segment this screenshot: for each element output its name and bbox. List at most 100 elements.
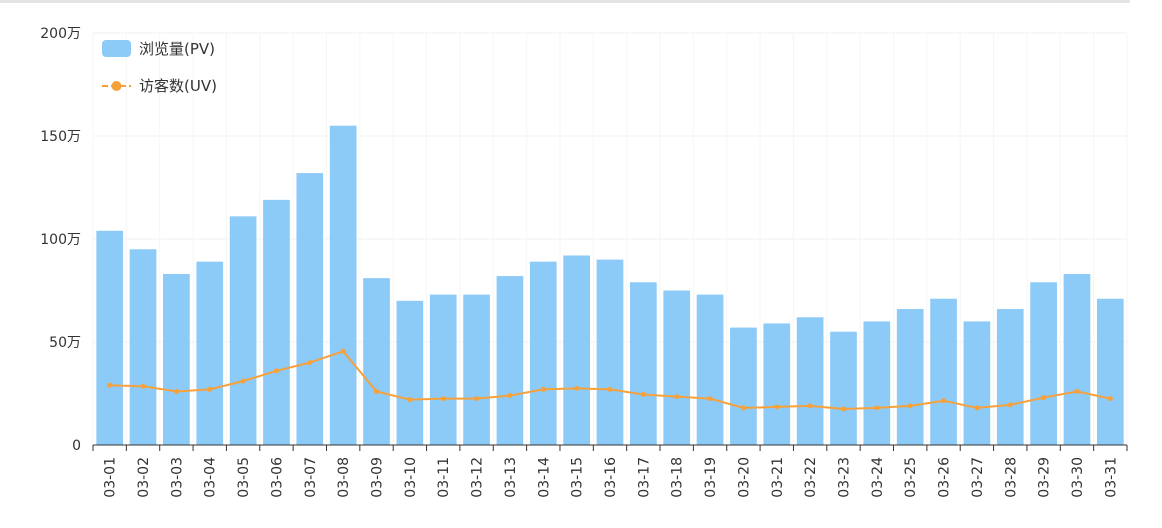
pv-bar (396, 300, 424, 445)
y-tick-label: 50万 (49, 335, 81, 351)
x-tick-label: 03-03 (169, 457, 185, 498)
pv-bar (196, 261, 224, 445)
uv-point (941, 398, 947, 404)
x-tick-label: 03-26 (937, 457, 953, 498)
uv-point (674, 394, 680, 400)
pv-bar (96, 230, 124, 445)
x-tick-label: 03-16 (603, 457, 619, 498)
pv-bar (296, 173, 324, 445)
y-tick-label: 150万 (40, 129, 81, 145)
x-tick-label: 03-20 (736, 457, 752, 498)
pv-bar (363, 278, 390, 445)
pv-bar (696, 294, 724, 445)
pv-bar (796, 317, 824, 445)
uv-point (740, 405, 746, 411)
pv-bar (463, 294, 490, 445)
x-tick-label: 03-18 (670, 457, 686, 498)
legend-item-uv[interactable]: 访客数(UV) (102, 77, 217, 95)
uv-point (607, 386, 613, 392)
legend-pv-swatch (102, 40, 131, 57)
x-tick-label: 03-13 (503, 457, 519, 498)
x-tick-label: 03-07 (303, 457, 319, 498)
x-tick-label: 03-12 (470, 457, 486, 498)
y-tick-label: 0 (72, 438, 81, 454)
pv-bar (563, 255, 590, 445)
uv-point (407, 397, 413, 403)
x-tick-label: 03-08 (336, 457, 352, 498)
uv-point (1107, 396, 1113, 402)
uv-point (774, 404, 780, 410)
uv-point (707, 396, 713, 402)
x-tick-label: 03-11 (436, 457, 452, 498)
grid-lines (92, 32, 1128, 445)
pv-bar (930, 298, 957, 445)
x-tick-label: 03-23 (836, 457, 852, 498)
uv-point (207, 386, 213, 392)
pv-bar (263, 199, 290, 445)
pv-bar (830, 331, 857, 445)
pv-bar (1096, 298, 1124, 445)
x-tick-label: 03-19 (703, 457, 719, 498)
pv-bar (1063, 274, 1091, 445)
pv-bar (663, 290, 691, 445)
x-tick-label: 03-15 (570, 457, 586, 498)
uv-point (540, 386, 546, 392)
legend-pv-label: 浏览量(PV) (139, 40, 215, 58)
uv-line (107, 348, 1113, 412)
pv-bar (429, 294, 457, 445)
uv-point (440, 396, 446, 402)
y-tick-label: 100万 (40, 232, 81, 248)
legend-uv-label: 访客数(UV) (139, 77, 217, 95)
x-tick-label: 03-28 (1003, 457, 1019, 498)
legend-item-pv[interactable]: 浏览量(PV) (102, 40, 215, 58)
pv-bar (730, 327, 757, 445)
uv-point (374, 388, 380, 394)
uv-point (807, 403, 813, 409)
pv-bar (996, 309, 1024, 445)
uv-point (874, 405, 880, 411)
uv-point (307, 360, 313, 366)
uv-point (1041, 395, 1047, 401)
x-tick-label: 03-29 (1037, 457, 1053, 498)
uv-point (1007, 402, 1013, 408)
pv-bar (963, 321, 991, 445)
pv-bar (863, 321, 891, 445)
pv-bars (96, 125, 1124, 445)
uv-point (907, 403, 913, 409)
x-tick-label: 03-22 (803, 457, 819, 498)
x-tick-label: 03-25 (903, 457, 919, 498)
x-tick-label: 03-30 (1070, 457, 1086, 498)
uv-point (1074, 388, 1080, 394)
axes: 0 50万 100万 150万 200万 03-01 03-02 03-03 03-04 03-0… (40, 26, 1128, 498)
uv-point (107, 382, 113, 388)
x-tick-label: 03-05 (236, 457, 252, 498)
pv-bar (596, 259, 624, 445)
uv-point (273, 368, 279, 374)
x-tick-label: 03-10 (403, 457, 419, 498)
legend: 浏览量(PV) 访客数(UV) (102, 40, 217, 95)
pv-bar (1030, 282, 1057, 445)
pv-bar (630, 282, 657, 445)
x-tick-label: 03-02 (136, 457, 152, 498)
uv-point (840, 406, 846, 412)
x-tick-label: 03-17 (636, 457, 652, 498)
x-tick-label: 03-27 (970, 457, 986, 498)
legend-uv-marker (111, 81, 122, 91)
uv-point (507, 393, 513, 399)
x-tick-label: 03-14 (536, 457, 552, 498)
x-tick-label: 03-01 (103, 457, 119, 498)
x-tick-label: 03-24 (870, 457, 886, 498)
uv-point (640, 392, 646, 398)
uv-point (173, 388, 179, 394)
x-tick-label: 03-31 (1103, 457, 1119, 498)
pv-bar (529, 261, 557, 445)
x-tick-label: 03-06 (269, 457, 285, 498)
x-tick-label: 03-21 (770, 457, 786, 498)
pv-bar (896, 309, 924, 445)
pv-bar (163, 274, 190, 445)
pv-bar (229, 216, 257, 445)
pv-bar (129, 249, 157, 445)
uv-point (474, 396, 480, 402)
pv-bar (496, 276, 524, 445)
top-divider (0, 0, 1130, 3)
